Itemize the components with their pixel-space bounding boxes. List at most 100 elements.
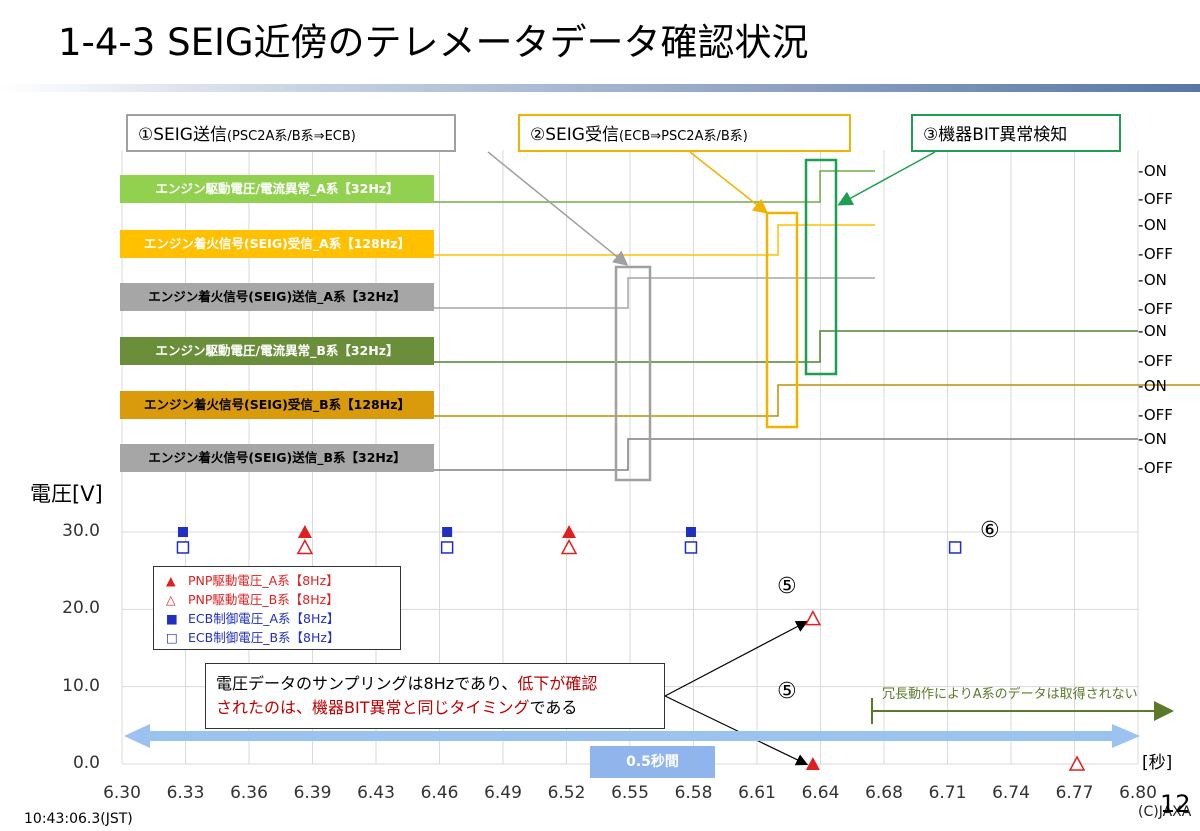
x-tick-label: 6.30 [103, 783, 141, 803]
square-open-point [684, 541, 698, 554]
triangle-filled-point [562, 525, 577, 538]
x-tick-label: 6.36 [230, 783, 268, 803]
square-open-point [440, 541, 454, 554]
triangle-filled-point [297, 525, 312, 538]
phase-callout-seig-receive: ②SEIG受信(ECB⇒PSC2A系/B系) [518, 114, 851, 152]
signal-label-seig-send-b: エンジン着火信号(SEIG)送信_B系【32Hz】 [120, 444, 434, 472]
note-text-highlight: 低下が確認 [517, 674, 598, 693]
marker-five-lower: ⑤ [777, 679, 797, 704]
y-tick-label: 30.0 [62, 521, 100, 541]
x-tick-label: 6.77 [1055, 783, 1094, 803]
on-label: -ON [1138, 430, 1167, 448]
legend-item-label: ECB制御電圧_B系【8Hz】 [188, 630, 340, 645]
triangle-filled-point [805, 757, 820, 770]
callout-arrow [487, 151, 629, 266]
note-text: 電圧データのサンプリングは8Hzであり、 [216, 674, 518, 693]
x-tick-label: 6.64 [801, 783, 840, 803]
legend-item: ■ ECB制御電圧_A系【8Hz】 [166, 609, 400, 628]
marker-five-upper: ⑤ [777, 574, 797, 599]
page-title: 1-4-3 SEIG近傍のテレメータデータ確認状況 [58, 21, 809, 64]
signal-label-drive-abnormal-a: エンジン駆動電圧/電流異常_A系【32Hz】 [120, 175, 434, 203]
note-arrow [664, 620, 809, 697]
legend-item: ▲ PNP駆動電圧_A系【8Hz】 [166, 571, 400, 590]
on-label: -ON [1138, 377, 1167, 395]
copyright: (C)JAXA [1138, 804, 1192, 820]
signal-timing-line [434, 277, 875, 309]
triangle-filled-icon: ▲ [166, 573, 176, 588]
sampling-note-box: 電圧データのサンプリングは8Hzであり、低下が確認 されたのは、機器BIT異常と… [205, 663, 665, 729]
note-text: である [529, 698, 578, 717]
title-divider-band [0, 84, 1200, 92]
phase-highlight-boxes [614, 158, 838, 482]
x-tick-label: 6.39 [293, 783, 332, 803]
x-tick-label: 6.68 [865, 783, 903, 803]
triangle-open-point [1068, 755, 1086, 771]
note-line-1: 電圧データのサンプリングは8Hzであり、低下が確認 [216, 672, 664, 696]
off-label: -OFF [1138, 406, 1173, 424]
x-tick-label: 6.33 [166, 783, 205, 803]
signal-label-seig-receive-a: エンジン着火信号(SEIG)受信_A系【128Hz】 [120, 230, 434, 258]
redundancy-note: 冗長動作によりA系のデータは取得されない [882, 687, 1138, 702]
square-open-icon: □ [166, 630, 178, 645]
y-tick-label: 10.0 [62, 675, 100, 696]
callout-arrow [837, 151, 936, 206]
x-tick-label: 6.74 [992, 783, 1030, 803]
phase-callout-sub: (PSC2A系/B系⇒ECB) [226, 129, 356, 144]
off-label: -OFF [1138, 300, 1173, 318]
legend-item-label: ECB制御電圧_A系【8Hz】 [188, 611, 340, 626]
legend-item: □ ECB制御電圧_B系【8Hz】 [166, 628, 400, 647]
note-text-highlight: されたのは、機器BIT異常と同じタイミング [216, 698, 530, 717]
legend-item-label: PNP駆動電圧_B系【8Hz】 [188, 592, 339, 607]
marker-six: ⑥ [980, 518, 1000, 543]
x-tick-label: 6.43 [357, 783, 395, 803]
seig-receive-highlight [765, 211, 799, 429]
phase-callout-title: ②SEIG受信 [530, 125, 619, 145]
time-span-double-arrow [124, 724, 1140, 748]
triangle-open-icon: △ [166, 592, 176, 607]
timestamp: 10:43:06.3(JST) [24, 811, 133, 827]
signal-timing-line [434, 224, 875, 256]
off-label: -OFF [1138, 190, 1173, 208]
triangle-open-point [804, 610, 822, 626]
x-tick-label: 6.52 [547, 783, 586, 803]
phase-callout-sub: (ECB⇒PSC2A系/B系) [618, 129, 748, 144]
callout-arrow [689, 151, 769, 214]
chart-legend: ▲ PNP駆動電圧_A系【8Hz】 △ PNP駆動電圧_B系【8Hz】 ■ ECB制御… [153, 566, 401, 650]
x-tick-label: 6.71 [928, 783, 967, 803]
square-filled-point [685, 527, 696, 537]
signal-timing-line [434, 384, 1200, 417]
phase-callout-seig-send: ①SEIG送信(PSC2A系/B系⇒ECB) [126, 114, 456, 152]
signal-label-seig-send-a: エンジン着火信号(SEIG)送信_A系【32Hz】 [120, 283, 434, 311]
seig-send-highlight [614, 265, 652, 482]
off-label: -OFF [1138, 459, 1173, 477]
phase-callout-title: ③機器BIT異常検知 [923, 125, 1068, 145]
page-number: 12 [1160, 790, 1191, 818]
phase-callout-bit-abnormal: ③機器BIT異常検知 [911, 114, 1121, 152]
signal-label-seig-receive-b: エンジン着火信号(SEIG)受信_B系【128Hz】 [120, 391, 434, 419]
note-line-2: されたのは、機器BIT異常と同じタイミングである [216, 696, 664, 720]
bit-abnormal-highlight [804, 158, 838, 376]
signal-timing-line [434, 330, 1138, 363]
square-filled-point [177, 527, 188, 537]
on-label: -ON [1138, 216, 1167, 234]
square-open-point [948, 541, 962, 554]
triangle-open-point [560, 538, 578, 555]
half-second-badge: 0.5秒間 [590, 746, 715, 778]
y-tick-label: 0.0 [72, 753, 100, 773]
phase-callout-title: ①SEIG送信 [138, 125, 227, 145]
signal-label-drive-abnormal-b: エンジン駆動電圧/電流異常_B系【32Hz】 [120, 337, 434, 365]
voltage-data-points [176, 525, 1086, 771]
triangle-open-point [296, 538, 314, 555]
annotation-arrows [124, 151, 1174, 766]
x-axis-unit: [秒] [1142, 753, 1173, 773]
on-label: -ON [1138, 271, 1167, 289]
note-arrow [664, 695, 809, 766]
x-tick-label: 6.58 [674, 783, 713, 803]
x-tick-label: 6.55 [611, 783, 649, 803]
off-label: -OFF [1138, 352, 1173, 370]
on-label: -ON [1138, 322, 1167, 340]
square-filled-icon: ■ [166, 611, 178, 626]
legend-item-label: PNP駆動電圧_A系【8Hz】 [188, 573, 339, 588]
off-label: -OFF [1138, 245, 1173, 263]
